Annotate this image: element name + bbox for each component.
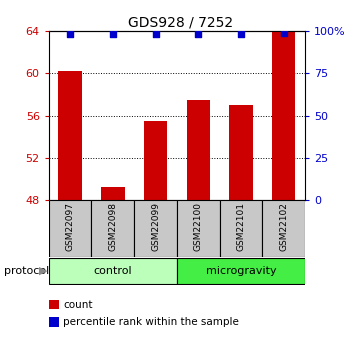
Text: protocol: protocol — [4, 266, 49, 276]
Point — [67, 32, 73, 37]
Bar — [219, 200, 262, 257]
Bar — [101, 187, 125, 200]
Text: GSM22101: GSM22101 — [236, 202, 245, 251]
Bar — [49, 258, 177, 284]
Bar — [262, 200, 305, 257]
Point — [238, 32, 244, 37]
Point — [195, 32, 201, 37]
Text: GDS928 / 7252: GDS928 / 7252 — [128, 16, 233, 30]
Bar — [144, 121, 167, 200]
Text: ▶: ▶ — [39, 266, 48, 276]
Bar — [187, 100, 210, 200]
Text: GSM22098: GSM22098 — [108, 202, 117, 251]
Point — [153, 32, 158, 37]
Text: microgravity: microgravity — [206, 266, 276, 276]
Text: count: count — [63, 300, 93, 309]
Text: control: control — [93, 266, 132, 276]
Bar — [58, 71, 82, 200]
Text: GSM22102: GSM22102 — [279, 202, 288, 251]
Bar — [229, 105, 253, 200]
Point — [281, 30, 287, 36]
Bar — [49, 200, 91, 257]
Point — [110, 32, 116, 37]
Text: GSM22099: GSM22099 — [151, 202, 160, 251]
Bar — [134, 200, 177, 257]
Text: GSM22100: GSM22100 — [194, 202, 203, 251]
Text: percentile rank within the sample: percentile rank within the sample — [63, 317, 239, 327]
Bar — [177, 258, 305, 284]
Bar — [177, 200, 219, 257]
Text: GSM22097: GSM22097 — [66, 202, 75, 251]
Bar — [272, 31, 295, 200]
Bar — [91, 200, 134, 257]
